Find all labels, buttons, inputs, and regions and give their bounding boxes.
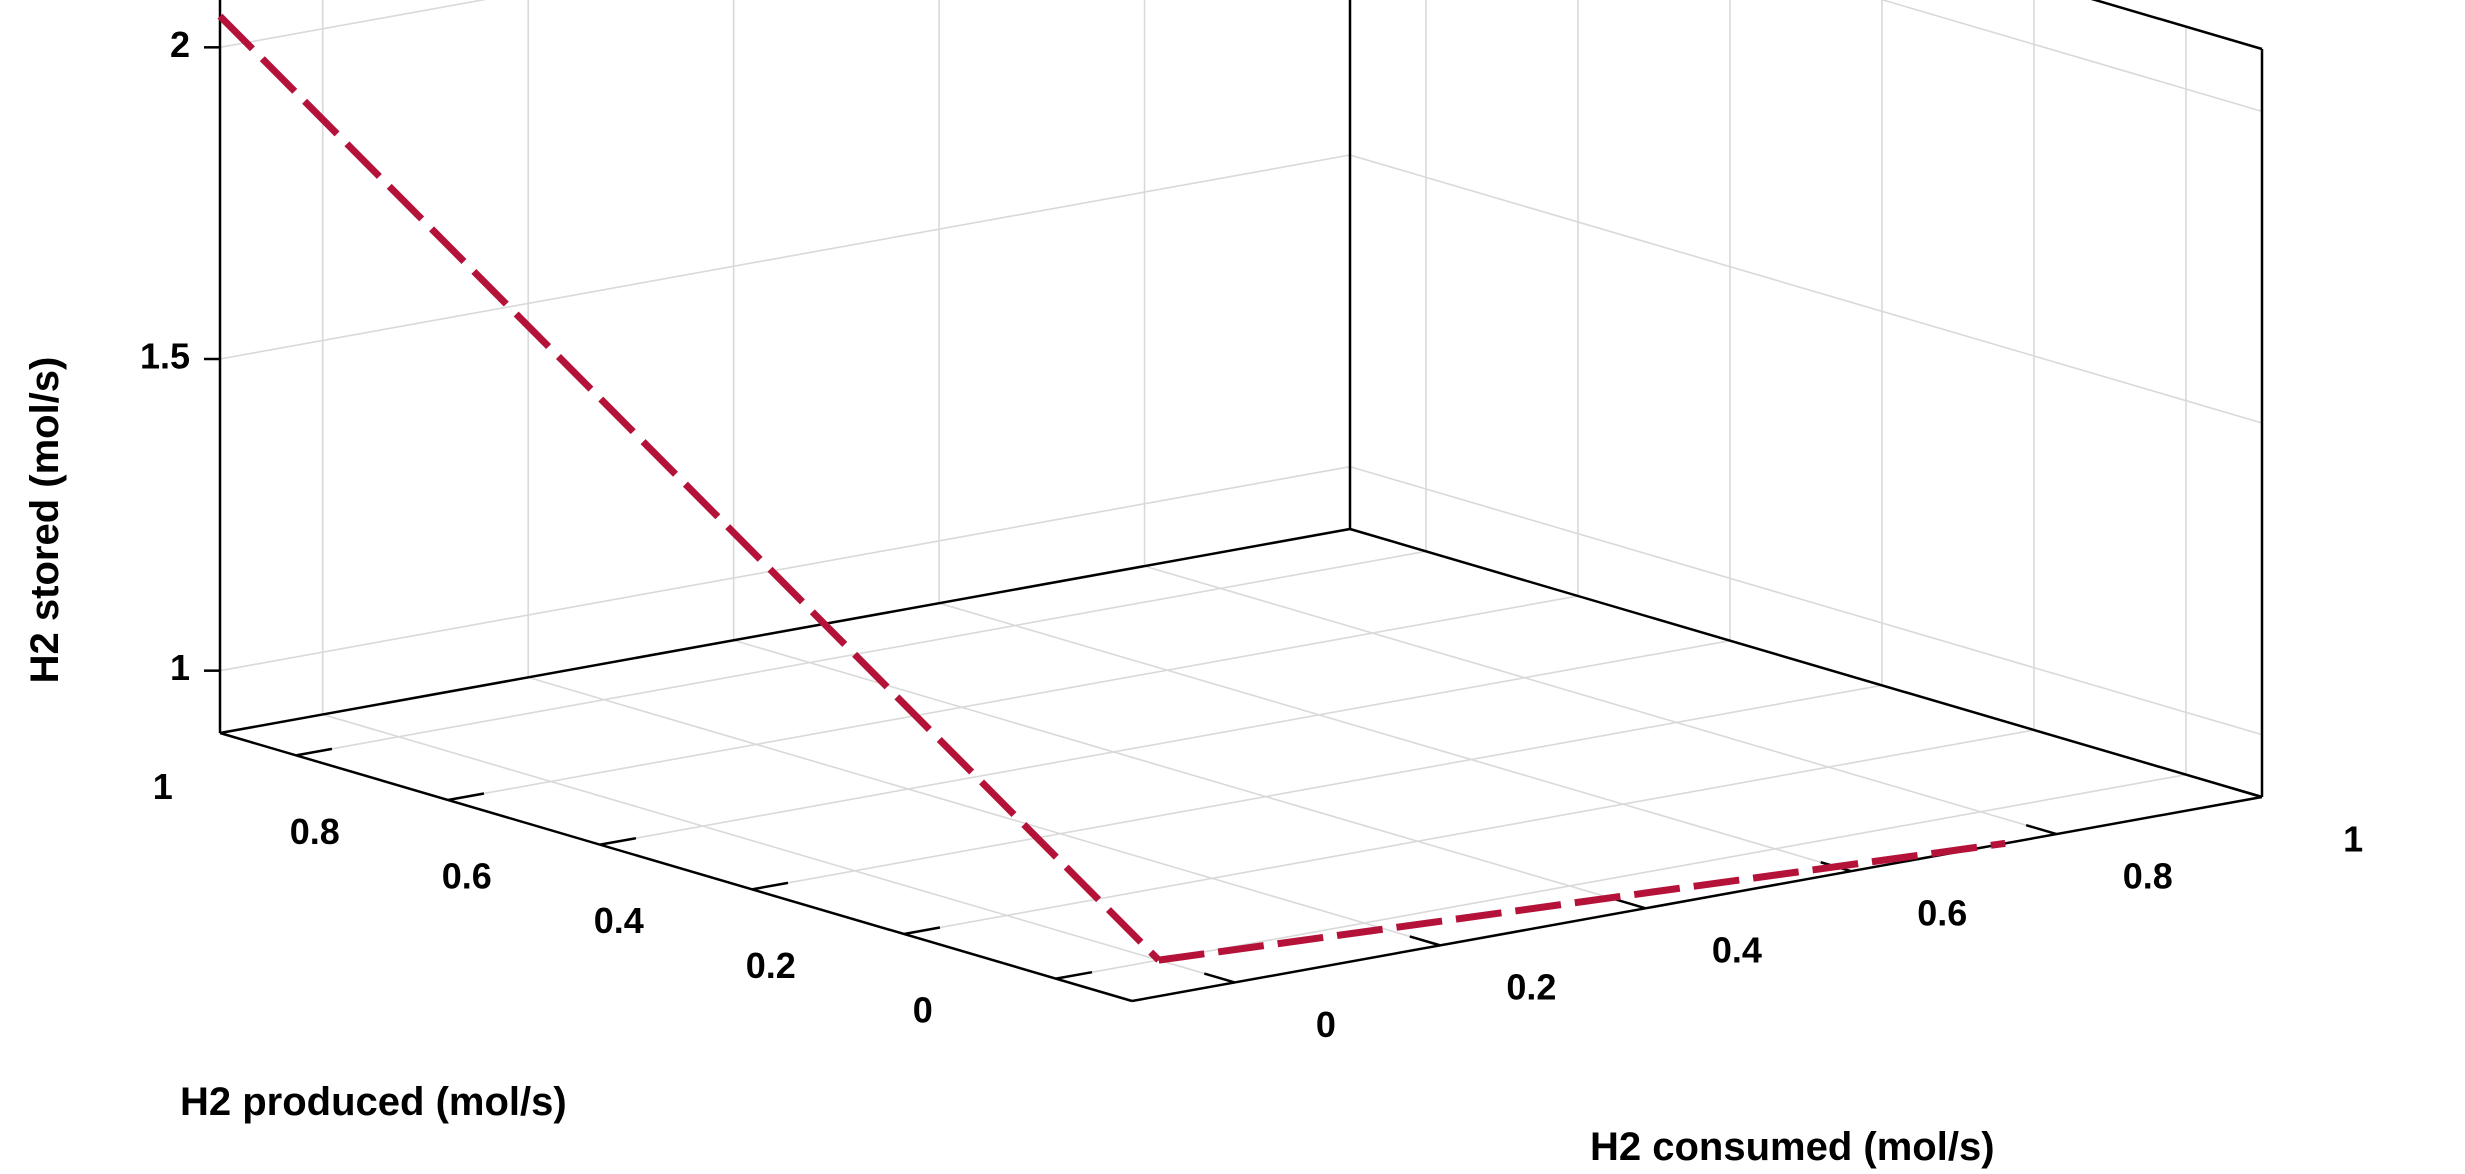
back-wall-grid-z (1349, 154, 2263, 424)
x-tick (903, 926, 941, 936)
x-tick (751, 881, 789, 891)
axis-ticks: 0 0.2 0.4 0.6 0.8 1 0 0.2 0.4 0.6 0.8 1 1 1.5 2 (140, 24, 2363, 1045)
z-tick-label: 1 (170, 647, 190, 688)
y-tick (1409, 935, 1441, 947)
floor-grid-x (1055, 773, 2187, 980)
side-wall-grid-z (219, 0, 487, 49)
floor-grid-y (1144, 565, 2057, 835)
x-tick-label: 0 (913, 989, 933, 1030)
y-tick-label: 0.2 (1506, 967, 1556, 1008)
y-tick (2025, 823, 2057, 836)
box-edge-back-floor-right (1349, 527, 2263, 799)
y-tick-label: 0.6 (1917, 892, 1967, 933)
axis-labels: H2 produced (mol/s) H2 consumed (mol/s) … (23, 357, 1995, 1169)
box-edge-back-floor-left (219, 527, 1351, 735)
floor-grid-y (938, 602, 1852, 872)
box-edge-front-left (219, 731, 1133, 1003)
y-tick (2231, 786, 2263, 799)
x-tick (1055, 970, 1093, 980)
floor-grid-x (751, 684, 1883, 891)
x-tick-label: 0.4 (594, 900, 644, 941)
floor-grid-x (903, 729, 2035, 935)
y-tick-label: 1 (2343, 818, 2363, 859)
y-tick-label: 0.4 (1712, 930, 1762, 971)
x-tick (295, 747, 333, 757)
y-tick (1203, 972, 1236, 984)
box-edge-top-right (2090, 0, 2263, 51)
side-wall-grid-z (219, 465, 1351, 672)
y-tick-label: 0 (1316, 1004, 1336, 1045)
box-edge-front-right (1131, 795, 2263, 1003)
floor-grid-y (322, 713, 1235, 984)
floor-grid-y (527, 676, 1441, 947)
x-tick (447, 792, 485, 802)
y-tick-label: 0.8 (2123, 855, 2173, 896)
z-axis-label: H2 stored (mol/s) (23, 357, 67, 684)
side-wall-grid-z (219, 154, 1351, 360)
x-tick-label: 1 (153, 766, 173, 807)
floor-grid-x (447, 595, 1579, 801)
series-lines (217, 13, 2006, 964)
floor-grid-x (599, 639, 1731, 846)
y-axis-label: H2 consumed (mol/s) (1590, 1125, 1995, 1169)
z-tick-label: 1.5 (140, 336, 190, 377)
grid-lines (219, 0, 2263, 984)
x-tick-label: 0.8 (290, 811, 340, 852)
y-tick (1614, 898, 1646, 910)
x-axis-label: H2 produced (mol/s) (180, 1080, 567, 1124)
x-tick (599, 836, 637, 846)
series-line-1 (217, 13, 1162, 963)
z-tick-label: 2 (170, 24, 190, 65)
x-tick-label: 0.6 (442, 855, 492, 896)
floor-grid-x (295, 550, 1427, 757)
back-wall-grid-z (1349, 465, 2263, 736)
series-line-2 (1158, 839, 2006, 964)
x-tick-label: 0.2 (746, 945, 796, 986)
back-wall-grid-z (1880, 0, 2263, 113)
axes-box (218, 0, 2264, 1003)
